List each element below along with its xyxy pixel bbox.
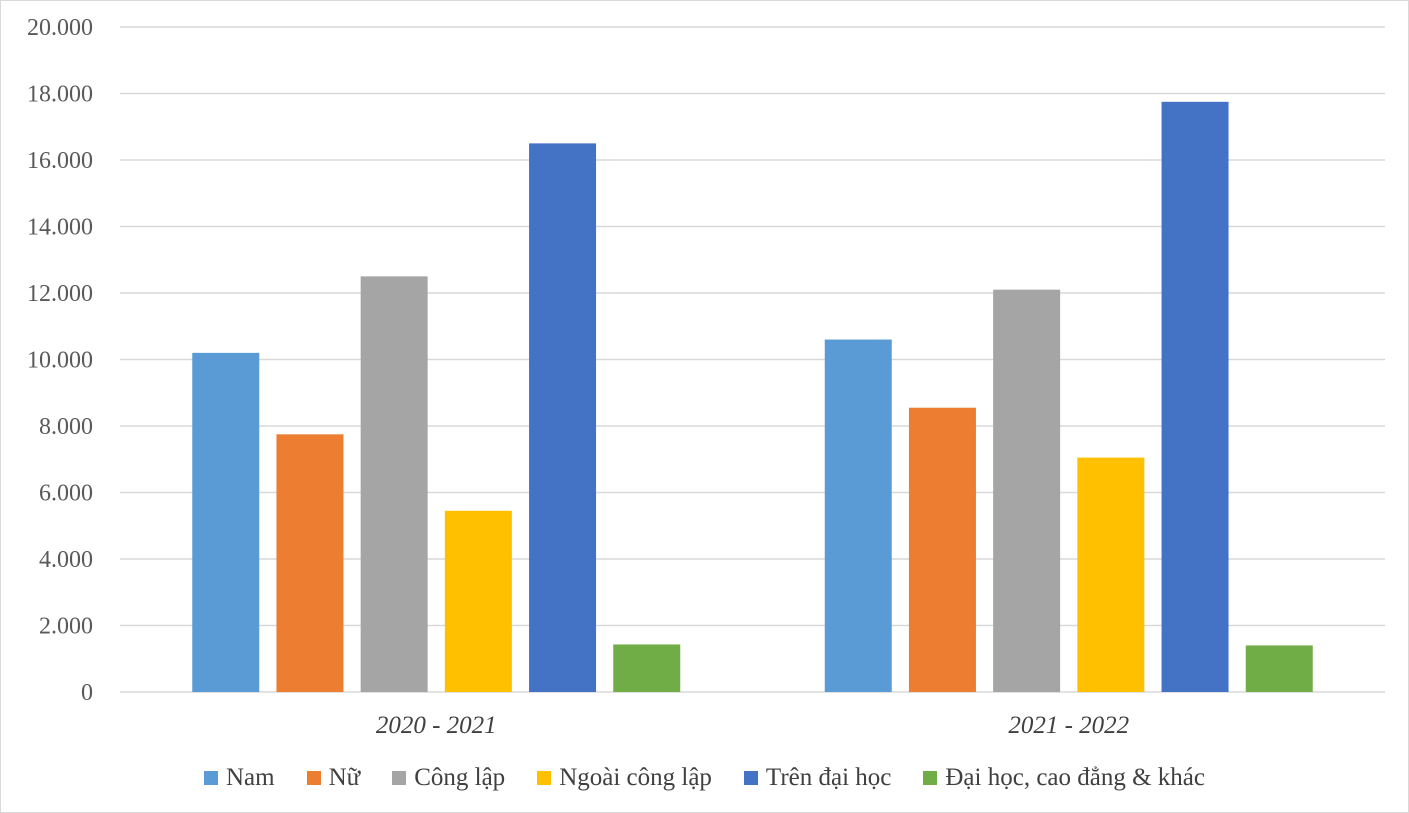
y-tick-label: 0 (81, 680, 93, 706)
bar-chart: 0 2.000 4.000 6.000 8.000 10.000 12.000 14.000 1… (27, 15, 1385, 739)
y-tick-label: 10.000 (27, 348, 93, 374)
y-tick-label: 12.000 (27, 281, 93, 307)
legend-item: Đại học, cao đẳng & khác (923, 764, 1205, 792)
bar (1077, 457, 1145, 692)
bar (613, 644, 681, 692)
x-category-label: 2020 - 2021 (376, 712, 497, 739)
bar (360, 276, 428, 692)
legend-swatch (204, 771, 218, 785)
bar (993, 289, 1061, 692)
bar (529, 143, 597, 692)
legend-swatch (923, 771, 938, 785)
legend-item: Ngoài công lập (537, 764, 712, 792)
legend-label: Ngoài công lập (559, 764, 712, 791)
legend-item: Trên đại học (743, 764, 892, 792)
legend: Nam Nữ Công lập Ngoài công lập Trên đại học Đ… (0, 758, 1409, 798)
legend-label: Nữ (328, 764, 361, 791)
bar (824, 339, 892, 692)
bar (908, 407, 976, 692)
y-tick-label: 18.000 (27, 82, 93, 108)
legend-swatch (306, 771, 321, 785)
bar (276, 434, 344, 692)
y-tick-label: 20.000 (27, 15, 93, 41)
bar (192, 352, 260, 692)
legend-item: Nam (204, 764, 275, 792)
y-tick-label: 2.000 (39, 614, 93, 640)
legend-swatch (392, 771, 407, 785)
y-tick-label: 6.000 (39, 481, 93, 507)
x-category-label: 2021 - 2022 (1008, 712, 1129, 739)
bar (1161, 101, 1229, 692)
y-tick-label: 4.000 (39, 547, 93, 573)
legend-label: Nam (226, 764, 275, 791)
legend-swatch (537, 771, 552, 785)
legend-label: Đại học, cao đẳng & khác (945, 764, 1205, 791)
legend-item: Công lập (392, 764, 505, 792)
y-tick-label: 16.000 (27, 148, 93, 174)
y-tick-label: 14.000 (27, 215, 93, 241)
legend-label: Trên đại học (765, 764, 892, 791)
legend-swatch (743, 771, 758, 785)
bar (1245, 645, 1313, 692)
bar (444, 510, 512, 692)
y-tick-label: 8.000 (39, 414, 93, 440)
legend-item: Nữ (306, 764, 361, 792)
legend-label: Công lập (414, 764, 506, 791)
